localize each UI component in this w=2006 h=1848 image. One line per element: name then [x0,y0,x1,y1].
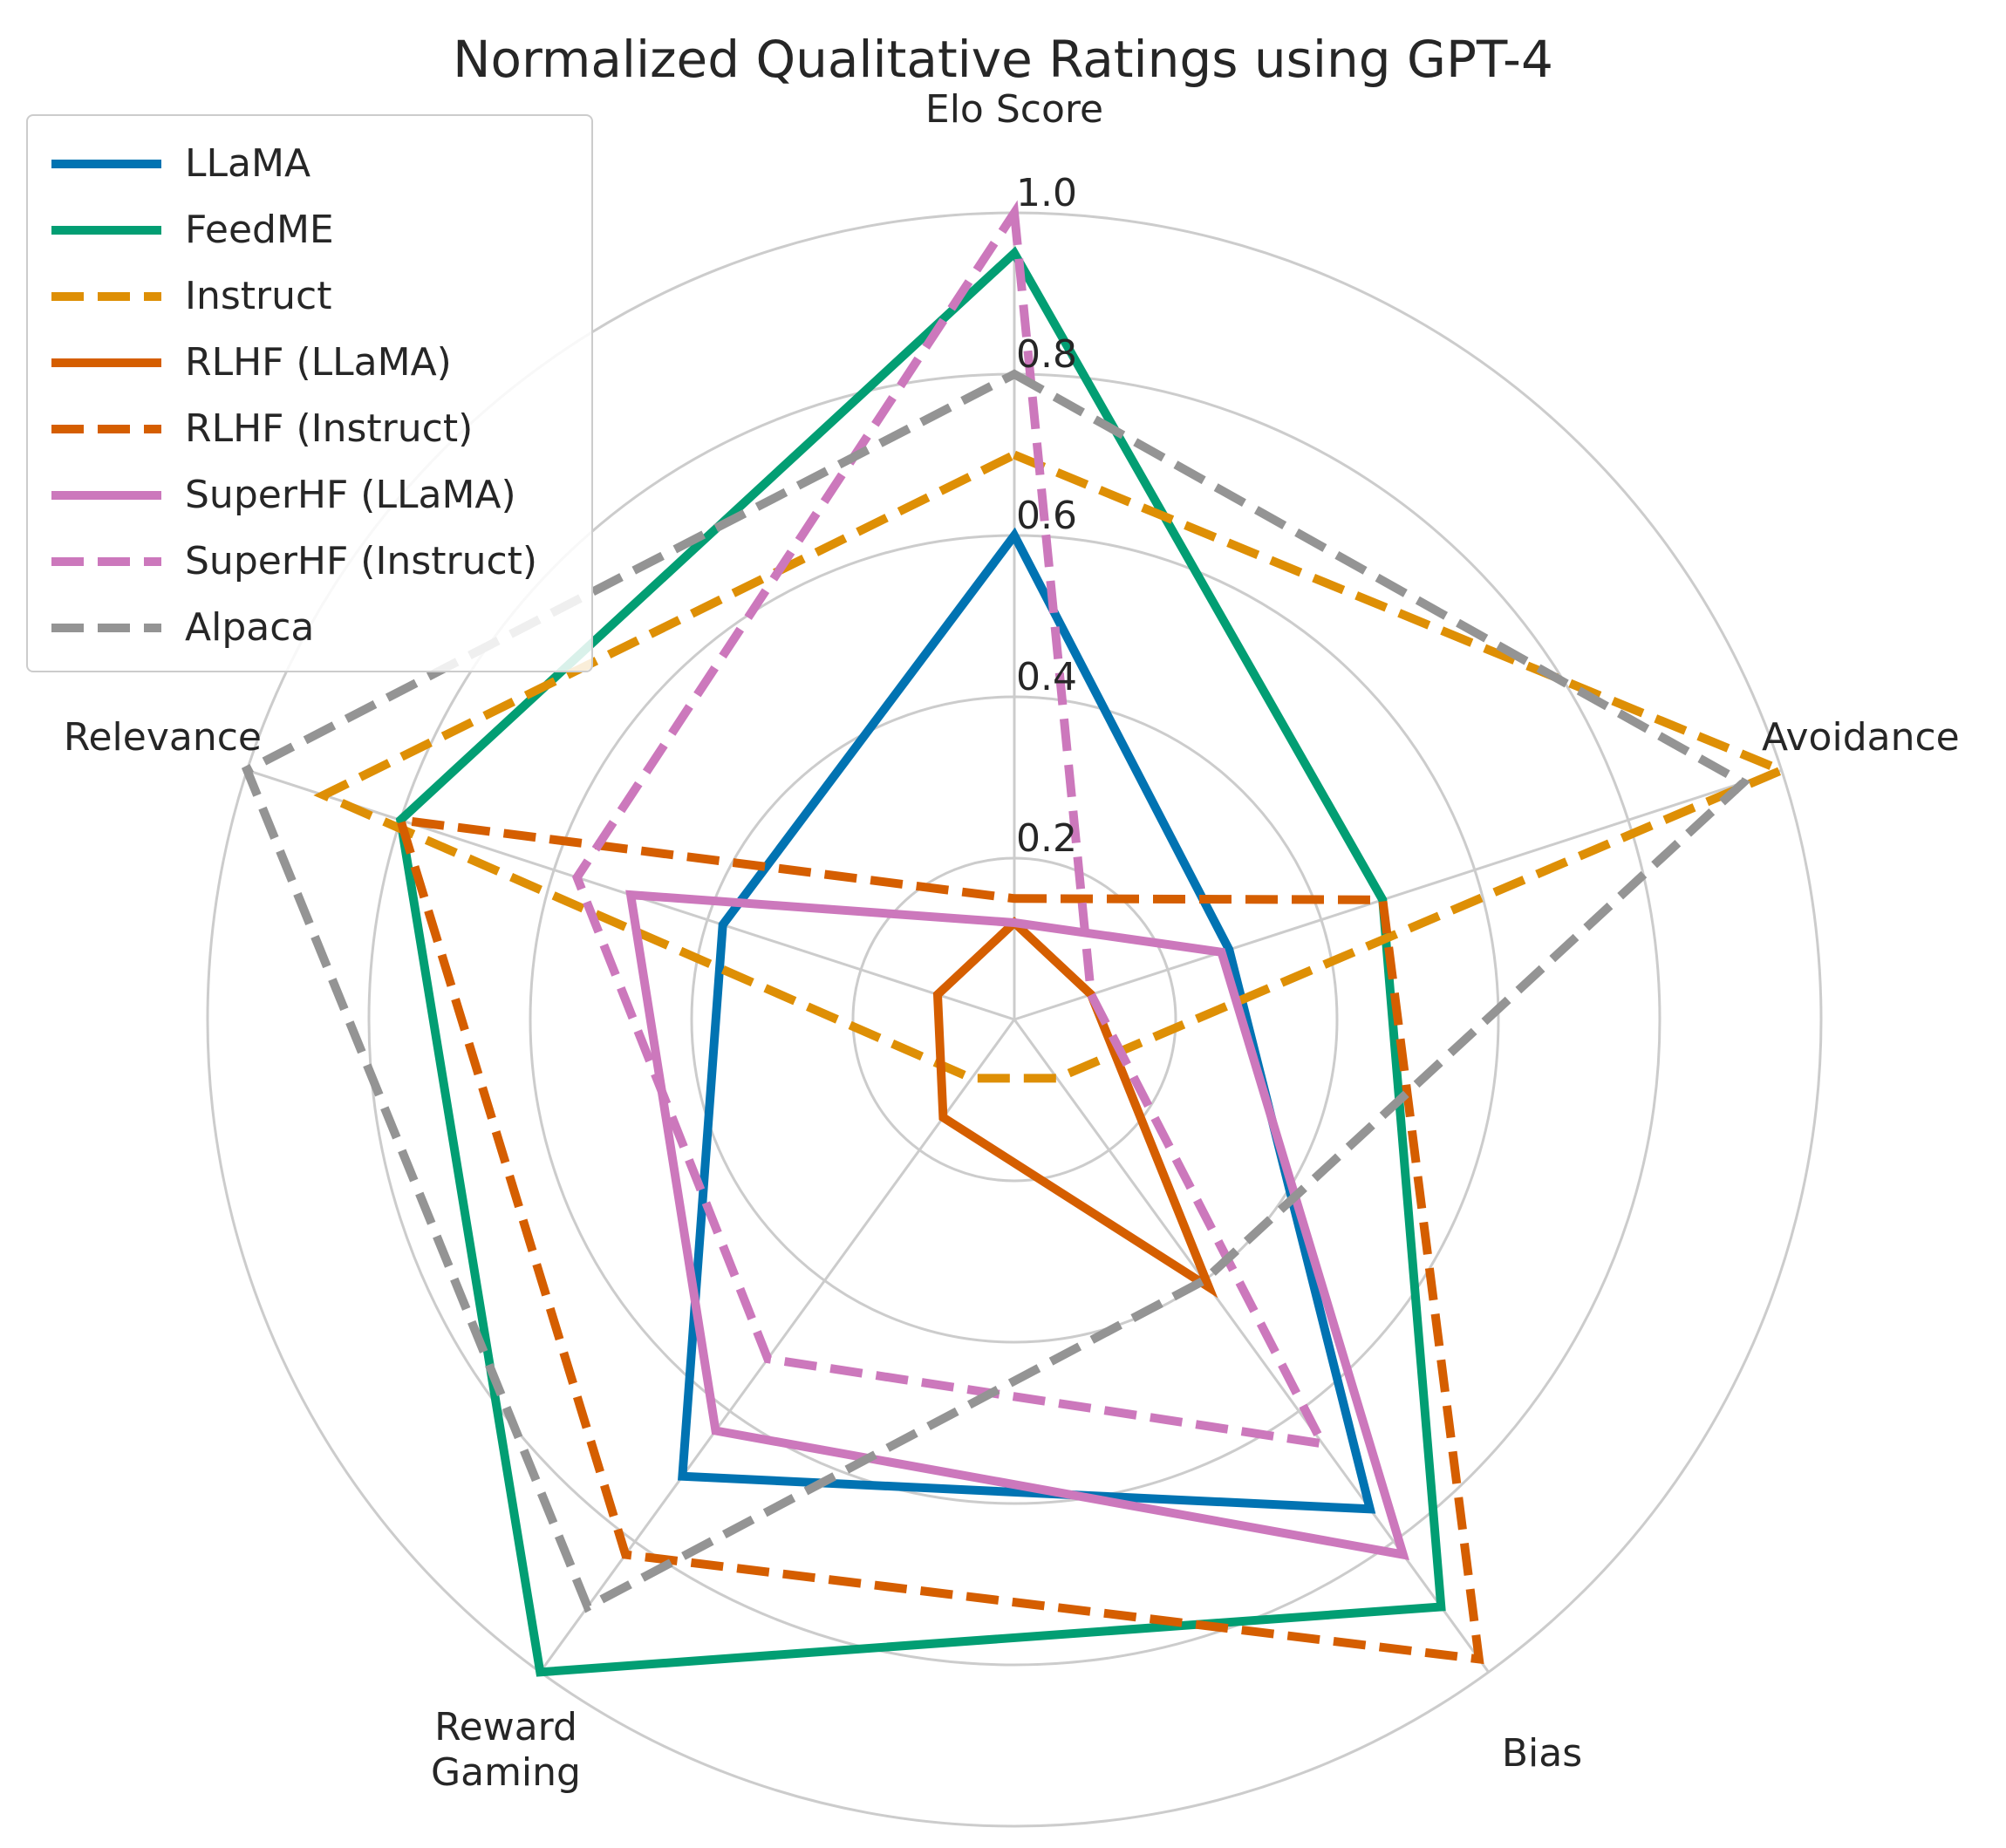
legend-label: RLHF (LLaMA) [185,340,452,385]
series-line [571,200,1331,1449]
series-layer [241,200,1793,1677]
legend-item: LLaMA [28,133,591,194]
legend-item: RLHF (LLaMA) [28,332,591,393]
axis-label: Relevance [64,715,262,760]
series-line [678,527,1376,1514]
radial-tick-label: 0.8 [1016,332,1077,377]
legend-item: SuperHF (LLaMA) [28,465,591,526]
series-line [394,815,1484,1665]
legend-item: Alpaca [28,597,591,658]
axis-label: Avoidance [1762,715,1960,760]
series-line [241,369,1751,1613]
radial-tick-label: 1.0 [1016,171,1077,215]
legend-item: RLHF (Instruct) [28,399,591,460]
legend-swatch [51,358,161,367]
axis-label: Bias [1502,1731,1582,1776]
series-line [395,246,1446,1677]
axis-label-line: Elo Score [925,87,1103,132]
axis-label-line: Bias [1502,1731,1582,1776]
legend-label: Instruct [185,274,332,318]
series-line [625,890,1409,1560]
legend-swatch [51,557,161,566]
legend-swatch [51,292,161,301]
radial-tick-labels: 0.2 0.4 0.6 0.8 1.0 [1016,171,1077,861]
axis-label: Elo Score [925,87,1103,132]
axis-label-line: Reward [434,1705,577,1749]
legend-swatch [51,226,161,235]
radial-tick-label: 0.2 [1016,816,1077,861]
legend-swatch [51,425,161,433]
legend-label: FeedME [185,208,334,252]
legend-label: SuperHF (LLaMA) [185,473,516,517]
grid-spoke [1013,768,1783,1021]
chart-title: Normalized Qualitative Ratings using GPT… [453,30,1553,89]
radial-tick-label: 0.6 [1016,494,1077,538]
legend-item: Instruct [28,266,591,327]
axis-label: Reward Gaming [431,1705,581,1795]
legend-swatch [51,160,161,168]
legend-item: SuperHF (Instruct) [28,531,591,592]
axis-label-line: Gaming [431,1750,581,1795]
legend: LLaMA FeedME Instruct RLHF (LLaMA) RLHF (Ins… [26,114,593,672]
grid-spoke [1013,1019,1490,1674]
axis-label-line: Avoidance [1762,715,1960,760]
axis-labels: Elo Score Avoidance Bias Reward Gaming Releva… [64,87,1960,1795]
radial-tick-label: 0.4 [1016,655,1077,699]
legend-label: RLHF (Instruct) [185,406,474,451]
legend-label: LLaMA [185,141,311,186]
radar-grid [206,211,1823,1828]
legend-swatch [51,624,161,632]
series-line [932,917,1218,1299]
axis-label-line: Relevance [64,715,262,760]
grid-spoke [539,1019,1016,1674]
legend-label: SuperHF (Instruct) [185,539,538,583]
legend-label: Alpaca [185,605,315,650]
legend-swatch [51,491,161,500]
legend-item: FeedME [28,200,591,261]
